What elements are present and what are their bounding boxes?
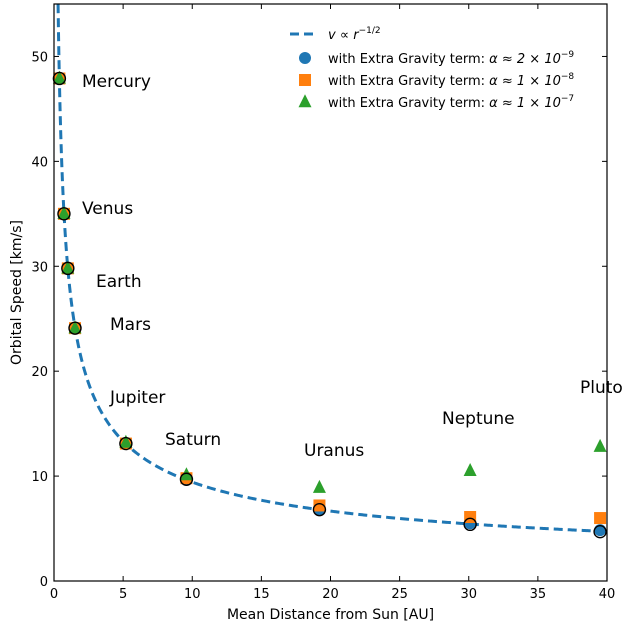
legend-math: α ≈ 1 × 10	[489, 74, 561, 89]
legend-prefix: with Extra Gravity term:	[328, 96, 489, 111]
planet-label: Mercury	[82, 72, 151, 92]
planet-label: Pluto	[580, 378, 623, 398]
legend-entry: with Extra Gravity term: α ≈ 1 × 10−8	[328, 72, 574, 89]
x-tick-label: 5	[119, 587, 127, 602]
square-marker	[313, 499, 326, 512]
legend-exponent: −8	[561, 72, 575, 82]
legend-square-handle	[299, 74, 311, 86]
planet-label: Jupiter	[109, 388, 165, 408]
legend-exponent: −9	[561, 50, 575, 60]
planet-ring	[68, 321, 82, 335]
y-tick-label: 0	[40, 575, 48, 590]
legend: v ∝ r−1/2 with Extra Gravity term: α ≈ 2 …	[290, 26, 574, 111]
legend-triangle-handle	[298, 94, 312, 108]
planet-ring	[119, 436, 133, 451]
planet-label: Uranus	[304, 441, 364, 461]
y-tick-label: 20	[31, 365, 48, 380]
square-marker	[464, 511, 477, 524]
legend-prefix: with Extra Gravity term:	[328, 74, 489, 89]
planet-ring	[52, 71, 67, 86]
marker-layer	[52, 70, 607, 539]
legend-math: α ≈ 1 × 10	[489, 96, 561, 111]
planet-label: Neptune	[442, 409, 515, 429]
planet-ring	[179, 472, 194, 486]
axes-layer: 0 5 10 15 20 25 30 35 40 0 10 20 30 40 50 Mean Distance…	[9, 3, 616, 623]
y-tick-label: 30	[31, 260, 48, 275]
x-tick-label: 35	[530, 587, 547, 602]
planet-ring	[593, 524, 607, 539]
legend-exponent: −1/2	[359, 26, 381, 36]
planet-label: Saturn	[165, 430, 221, 450]
legend-entry: with Extra Gravity term: α ≈ 2 × 10−9	[328, 50, 574, 67]
legend-circle-handle	[299, 52, 311, 64]
triangle-marker	[61, 260, 75, 274]
legend-entry: v ∝ r−1/2	[328, 26, 381, 43]
legend-math: α ≈ 2 × 10	[489, 52, 561, 67]
planet-ring	[463, 517, 477, 532]
x-tick-label: 30	[460, 587, 477, 602]
x-tick-label: 15	[253, 587, 270, 602]
triangle-marker	[68, 320, 82, 334]
legend-math: v ∝ r	[328, 28, 360, 43]
square-marker	[594, 512, 607, 525]
triangle-marker	[312, 479, 326, 493]
legend-prefix: with Extra Gravity term:	[328, 52, 489, 67]
y-tick-label: 40	[31, 155, 48, 170]
y-tick-label: 50	[31, 50, 48, 65]
planet-ring	[312, 502, 327, 517]
x-tick-label: 25	[391, 587, 408, 602]
x-tick-label: 40	[599, 587, 616, 602]
x-axis-label: Mean Distance from Sun [AU]	[227, 607, 434, 623]
planet-label: Earth	[96, 272, 142, 292]
legend-exponent: −7	[561, 94, 574, 104]
planet-label-layer: Mercury Venus Earth Mars Jupiter Saturn Uranus…	[82, 72, 623, 461]
triangle-marker	[463, 463, 477, 477]
triangle-marker	[57, 206, 71, 220]
planet-ring	[61, 261, 75, 276]
planet-label: Mars	[110, 315, 151, 335]
x-tick-label: 0	[50, 587, 58, 602]
planet-label: Venus	[82, 199, 133, 219]
y-tick-label: 10	[31, 470, 48, 485]
theory-curve-line	[56, 4, 606, 534]
x-tick-label: 20	[322, 587, 339, 602]
x-tick-label: 10	[184, 587, 201, 602]
y-axis-label: Orbital Speed [km/s]	[9, 220, 25, 365]
curve-layer	[56, 4, 606, 534]
triangle-marker	[119, 434, 133, 448]
triangle-marker	[593, 438, 607, 452]
planet-ring	[57, 207, 71, 221]
legend-entry: with Extra Gravity term: α ≈ 1 × 10−7	[328, 94, 574, 111]
triangle-marker	[52, 70, 66, 84]
